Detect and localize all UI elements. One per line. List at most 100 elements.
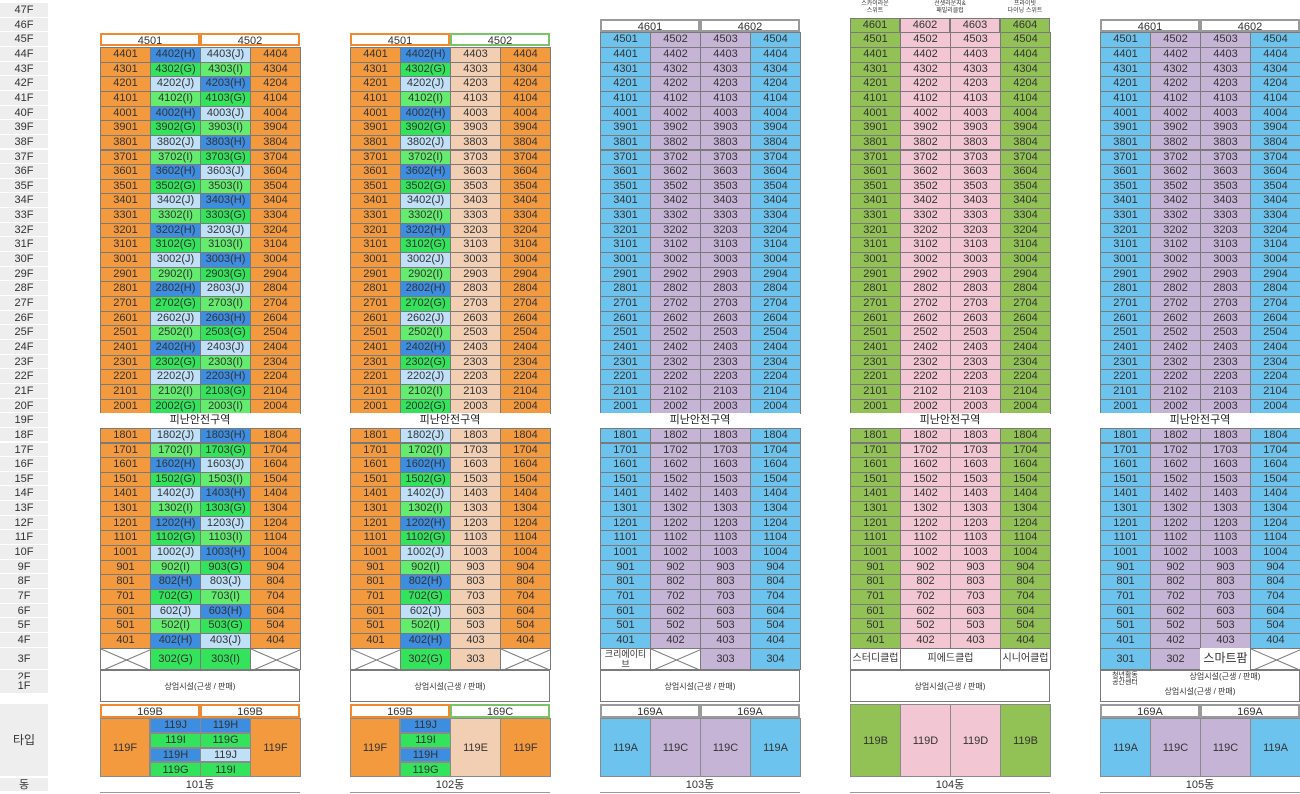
unit-cell: 4501 — [1100, 32, 1151, 48]
unit-cell: 1702 — [900, 442, 951, 459]
unit-cell: 2703 — [450, 296, 501, 312]
unit-cell: 4102(I) — [150, 90, 201, 107]
unit-cell: 803 — [1200, 574, 1251, 590]
unit-cell: 3202(H) — [150, 222, 201, 239]
unit-cell: 2402 — [650, 339, 701, 356]
unit-cell: 502 — [650, 618, 701, 634]
unit-cell: 3801 — [100, 134, 151, 151]
floor-label: 34F — [0, 193, 48, 209]
unit-cell: 4203 — [950, 76, 1001, 92]
unit-cell: 903 — [1200, 559, 1251, 576]
unit-cell: 3402 — [900, 193, 951, 210]
unit-cell: 4301 — [350, 61, 401, 78]
refuge-zone: 피난안전구역 — [600, 413, 800, 428]
unit-cell: 604 — [1000, 603, 1051, 620]
unit-cell: 2704 — [750, 296, 801, 312]
unit-cell: 2304 — [500, 354, 551, 371]
unit-cell: 4003 — [700, 105, 751, 122]
unit-cell: 401 — [350, 632, 401, 649]
unit-cell: 1704 — [750, 442, 801, 459]
unit-cell: 2903 — [1200, 266, 1251, 283]
unit-cell: 1101 — [600, 530, 651, 547]
unit-cell: 1702(I) — [400, 442, 451, 459]
unit-cell: 1303 — [450, 501, 501, 517]
unit-cell: 3404 — [250, 193, 301, 210]
unit-cell: 2401 — [1100, 339, 1151, 356]
unit-cell: 3304 — [500, 208, 551, 224]
unit-cell: 1703 — [950, 442, 1001, 459]
unit-cell: 902(I) — [400, 559, 451, 576]
unit-cell: 2702 — [650, 296, 701, 312]
unit-cell: 4402(H) — [150, 46, 201, 63]
unit-cell: 1003 — [700, 545, 751, 561]
unit-cell: 1501 — [100, 471, 151, 488]
unit-cell: 3304 — [1250, 208, 1300, 224]
unit-cell: 3201 — [1100, 222, 1151, 239]
unit-cell: 3504 — [250, 178, 301, 195]
unit-cell: 3304 — [250, 208, 301, 224]
unit-cell: 1404 — [1250, 486, 1300, 503]
unit-cell: 504 — [1250, 618, 1300, 634]
unit-cell: 4004 — [250, 105, 301, 122]
unit-cell: 602(J) — [400, 603, 451, 620]
unit-cell: 3804 — [1250, 134, 1300, 151]
unit-cell: 401 — [850, 632, 901, 649]
type-cell: 119C — [1200, 718, 1251, 777]
unit-cell: 1002 — [650, 545, 701, 561]
unit-cell: 2403(J) — [200, 339, 251, 356]
unit-cell: 2404 — [500, 339, 551, 356]
unit-cell: 1204 — [1250, 515, 1300, 532]
unit-cell: 3603 — [450, 164, 501, 180]
unit-cell: 2001 — [850, 398, 901, 415]
unit-cell: 2503 — [700, 325, 751, 341]
unit-cell: 1101 — [1100, 530, 1151, 547]
unit-cell: 3604 — [750, 164, 801, 180]
unit-cell: 702 — [1150, 589, 1201, 605]
unit-cell: 3003(H) — [200, 252, 251, 268]
unit-cell: 402(H) — [150, 632, 201, 649]
unit-cell: 3104 — [500, 237, 551, 254]
unit-cell: 702 — [900, 589, 951, 605]
unit-cell: 2902 — [900, 266, 951, 283]
unit-cell: 3001 — [350, 252, 401, 268]
unit-cell: 3101 — [1100, 237, 1151, 254]
unit-cell: 4203 — [1200, 76, 1251, 92]
unit-cell: 3604 — [250, 164, 301, 180]
unit-cell: 1803 — [950, 427, 1001, 444]
unit-cell: 802 — [650, 574, 701, 590]
unit-cell: 1302(I) — [150, 501, 201, 517]
unit-cell: 4204 — [500, 76, 551, 92]
unit-cell: 4303 — [1200, 61, 1251, 78]
unit-cell: 1402 — [650, 486, 701, 503]
youth-center-note: 청년활동 공간센터 — [1112, 671, 1138, 686]
unit-cell: 2201 — [1100, 369, 1151, 385]
unit-cell: 1704 — [250, 442, 301, 459]
unit-cell: 3702(I) — [150, 149, 201, 166]
unit-cell: 3703 — [700, 149, 751, 166]
unit-cell: 1302 — [1150, 501, 1201, 517]
unit-cell: 2002 — [1150, 398, 1201, 415]
unit-cell: 3102 — [1150, 237, 1201, 254]
unit-cell: 2802(H) — [400, 281, 451, 297]
unit-cell: 2901 — [600, 266, 651, 283]
unit-cell: 703 — [950, 589, 1001, 605]
unit-cell: 1601 — [350, 457, 401, 473]
unit-cell: 3001 — [850, 252, 901, 268]
unit-cell: 2501 — [350, 325, 401, 341]
refuge-zone: 피난안전구역 — [100, 413, 300, 428]
refuge-zone: 피난안전구역 — [850, 413, 1050, 428]
unit-cell: 3202 — [1150, 222, 1201, 239]
unit-cell: 3003 — [700, 252, 751, 268]
unit-cell: 2303 — [700, 354, 751, 371]
unit-cell: 1204 — [500, 515, 551, 532]
unit-cell: 1004 — [1250, 545, 1300, 561]
unit-cell: 1203 — [700, 515, 751, 532]
unit-cell: 3304 — [750, 208, 801, 224]
unit-cell: 3603 — [950, 164, 1001, 180]
unit-cell: 1302 — [650, 501, 701, 517]
unit-cell: 3401 — [600, 193, 651, 210]
unit-cell: 1804 — [750, 427, 801, 444]
unit-cell: 3502(G) — [400, 178, 451, 195]
floor-label: 33F — [0, 208, 48, 223]
unit-cell: 3001 — [100, 252, 151, 268]
